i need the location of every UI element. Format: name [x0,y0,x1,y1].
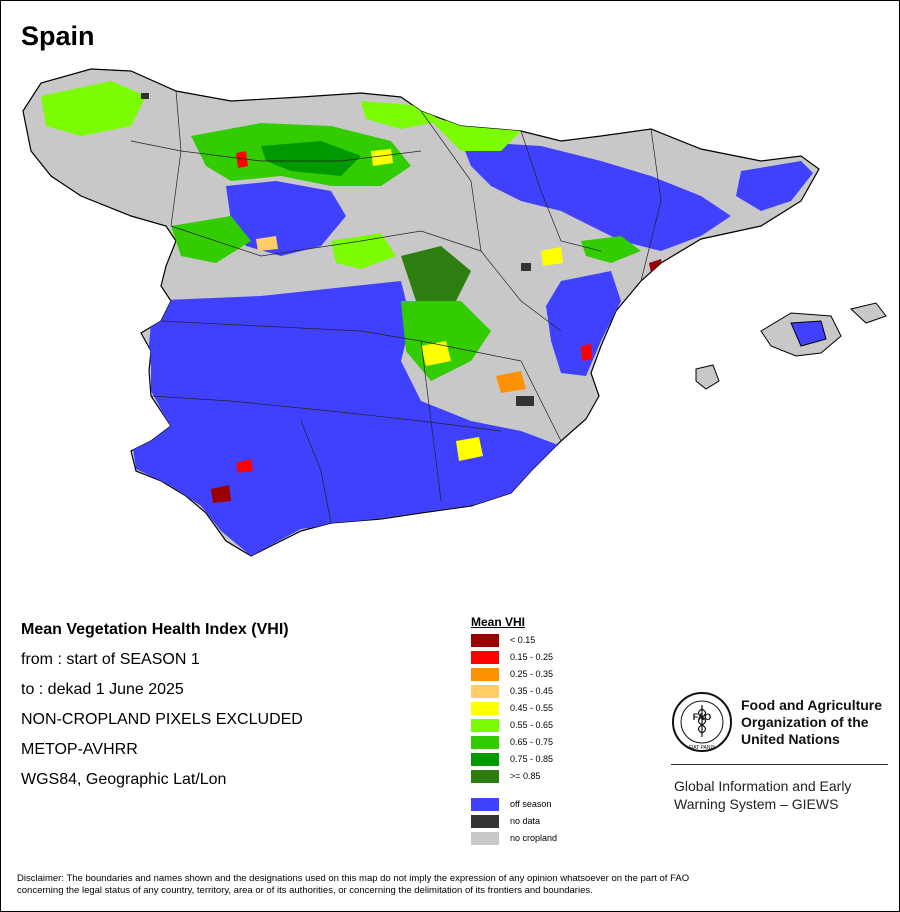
legend-label: 0.75 - 0.85 [510,754,554,764]
legend-label: 0.45 - 0.55 [510,703,554,713]
legend-label: no data [510,816,541,826]
legend-label: 0.15 - 0.25 [510,652,554,662]
info-sensor: METOP-AVHRR [21,741,138,758]
legend-swatch [471,736,499,749]
off-season-areas [133,141,813,556]
fao-org-name-line-1: Food and Agriculture [741,697,883,713]
map-title: Spain [21,21,95,51]
legend-swatch [471,815,499,828]
legend-label: 0.55 - 0.65 [510,720,554,730]
legend-label: 0.65 - 0.75 [510,737,554,747]
info-from: from : start of SEASON 1 [21,651,200,668]
region-boundaries [130,90,662,524]
fao-org-name: Food and Agriculture Organization of the… [741,697,891,748]
legend-swatch [471,634,499,647]
giews-line-1: Global Information and Early [674,778,852,794]
vhi-map [22,68,887,557]
info-projection: WGS84, Geographic Lat/Lon [21,771,227,788]
legend-swatch [471,770,499,783]
giews-name: Global Information and Early Warning Sys… [674,777,894,813]
fao-org-name-line-3: United Nations [741,731,840,747]
legend-swatch [471,798,499,811]
disclaimer: Disclaimer: The boundaries and names sho… [17,873,887,897]
legend-label: 0.25 - 0.35 [510,669,554,679]
legend-swatch [471,685,499,698]
fao-logo: FAO FIAT PANIS [672,692,732,752]
disclaimer-line-1: Disclaimer: The boundaries and names sho… [17,873,690,884]
fao-logo-text: FAO [693,712,712,722]
balearic-islands [695,302,887,390]
fao-logo-motto: FIAT PANIS [689,745,716,751]
giews-line-2: Warning System – GIEWS [674,796,839,812]
legend-title: Mean VHI [471,615,526,629]
legend-swatch [471,753,499,766]
legend-swatch [471,702,499,715]
low-vhi-areas [211,151,663,503]
disclaimer-line-2: concerning the legal status of any count… [17,885,593,896]
legend-label: 0.35 - 0.45 [510,686,554,696]
fao-divider [671,764,888,765]
legend-label: off season [510,799,552,809]
info-exclusion: NON-CROPLAND PIXELS EXCLUDED [21,711,303,728]
legend-swatch [471,668,499,681]
legend-label: no cropland [510,833,558,843]
no-data-areas [141,93,534,406]
info-to: to : dekad 1 June 2025 [21,681,184,698]
moderate-vhi-areas [371,149,563,461]
info-heading: Mean Vegetation Health Index (VHI) [21,621,289,638]
legend-label: < 0.15 [510,635,536,645]
legend-swatch [471,719,499,732]
legend-label: >= 0.85 [510,771,541,781]
legend-swatch [471,651,499,664]
legend-swatch [471,832,499,845]
fao-org-name-line-2: Organization of the [741,714,869,730]
